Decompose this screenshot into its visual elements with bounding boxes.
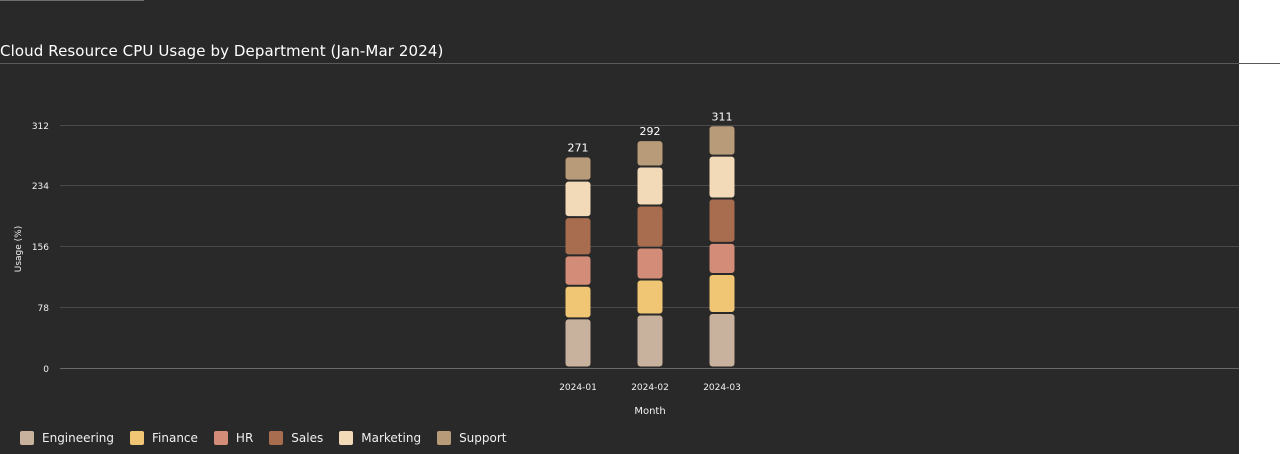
bar-segment: [709, 243, 735, 274]
stacked-bar-chart: 0 78 156 234 312 Usage (%) Month 271 2024-01 292 2…: [14, 110, 1239, 417]
legend-swatch: [130, 431, 144, 445]
bar-total-label: 311: [712, 110, 733, 123]
bar-total-label: 271: [568, 141, 589, 154]
legend-label: Marketing: [361, 431, 422, 445]
x-axis-label: Month: [634, 406, 665, 417]
bar-total-label: 292: [640, 125, 661, 138]
bar-segment: [709, 156, 735, 198]
chart-title: Cloud Resource CPU Usage by Department (…: [0, 42, 444, 60]
legend: Engineering Finance HR Sales Marketing Suppor…: [20, 431, 523, 445]
legend-swatch: [437, 431, 452, 445]
y-tick-label: 234: [32, 182, 49, 192]
bar-segment: [637, 206, 663, 247]
legend-item: Marketing: [339, 431, 421, 445]
bar-segment: [637, 315, 663, 367]
title-divider: [0, 63, 1280, 64]
legend-item: Sales: [269, 431, 323, 445]
x-tick-label: 2024-03: [703, 383, 741, 393]
top-tab-indicator: [0, 0, 144, 1]
legend-label: HR: [235, 431, 254, 445]
legend-item: Finance: [130, 431, 198, 445]
legend-item: Support: [437, 431, 507, 445]
bar-segment: [565, 218, 591, 255]
bar-segment: [709, 313, 735, 367]
bar-segment: [565, 157, 591, 180]
x-tick-label: 2024-01: [559, 383, 597, 393]
legend-swatch: [20, 431, 34, 445]
bar-segment: [565, 319, 591, 367]
y-tick-label: 78: [38, 304, 50, 314]
bar-segment: [637, 248, 663, 279]
y-tick-label: 156: [32, 243, 49, 253]
bar-segment: [565, 286, 591, 318]
bar-segment: [565, 256, 591, 285]
legend-label: Sales: [291, 431, 324, 445]
legend-swatch: [339, 431, 354, 445]
legend-label: Support: [459, 431, 507, 445]
legend-item: Engineering: [20, 431, 114, 445]
legend-label: Finance: [152, 431, 198, 445]
bar-segment: [637, 167, 663, 205]
x-tick-label: 2024-02: [631, 383, 669, 393]
bar-segment: [637, 141, 663, 166]
legend-swatch: [269, 431, 284, 445]
bar-segment: [637, 280, 663, 314]
bar-segment: [709, 199, 735, 242]
y-tick-label: 0: [43, 365, 49, 375]
y-tick-label: 312: [32, 122, 49, 132]
legend-item: HR: [213, 431, 254, 445]
bar-segment: [565, 181, 591, 217]
legend-label: Engineering: [42, 431, 114, 445]
legend-swatch: [213, 431, 228, 445]
chart-panel: Cloud Resource CPU Usage by Department (…: [0, 0, 1239, 454]
y-axis-label: Usage (%): [14, 226, 24, 272]
bar-segment: [709, 126, 735, 155]
bar-segment: [709, 275, 735, 312]
